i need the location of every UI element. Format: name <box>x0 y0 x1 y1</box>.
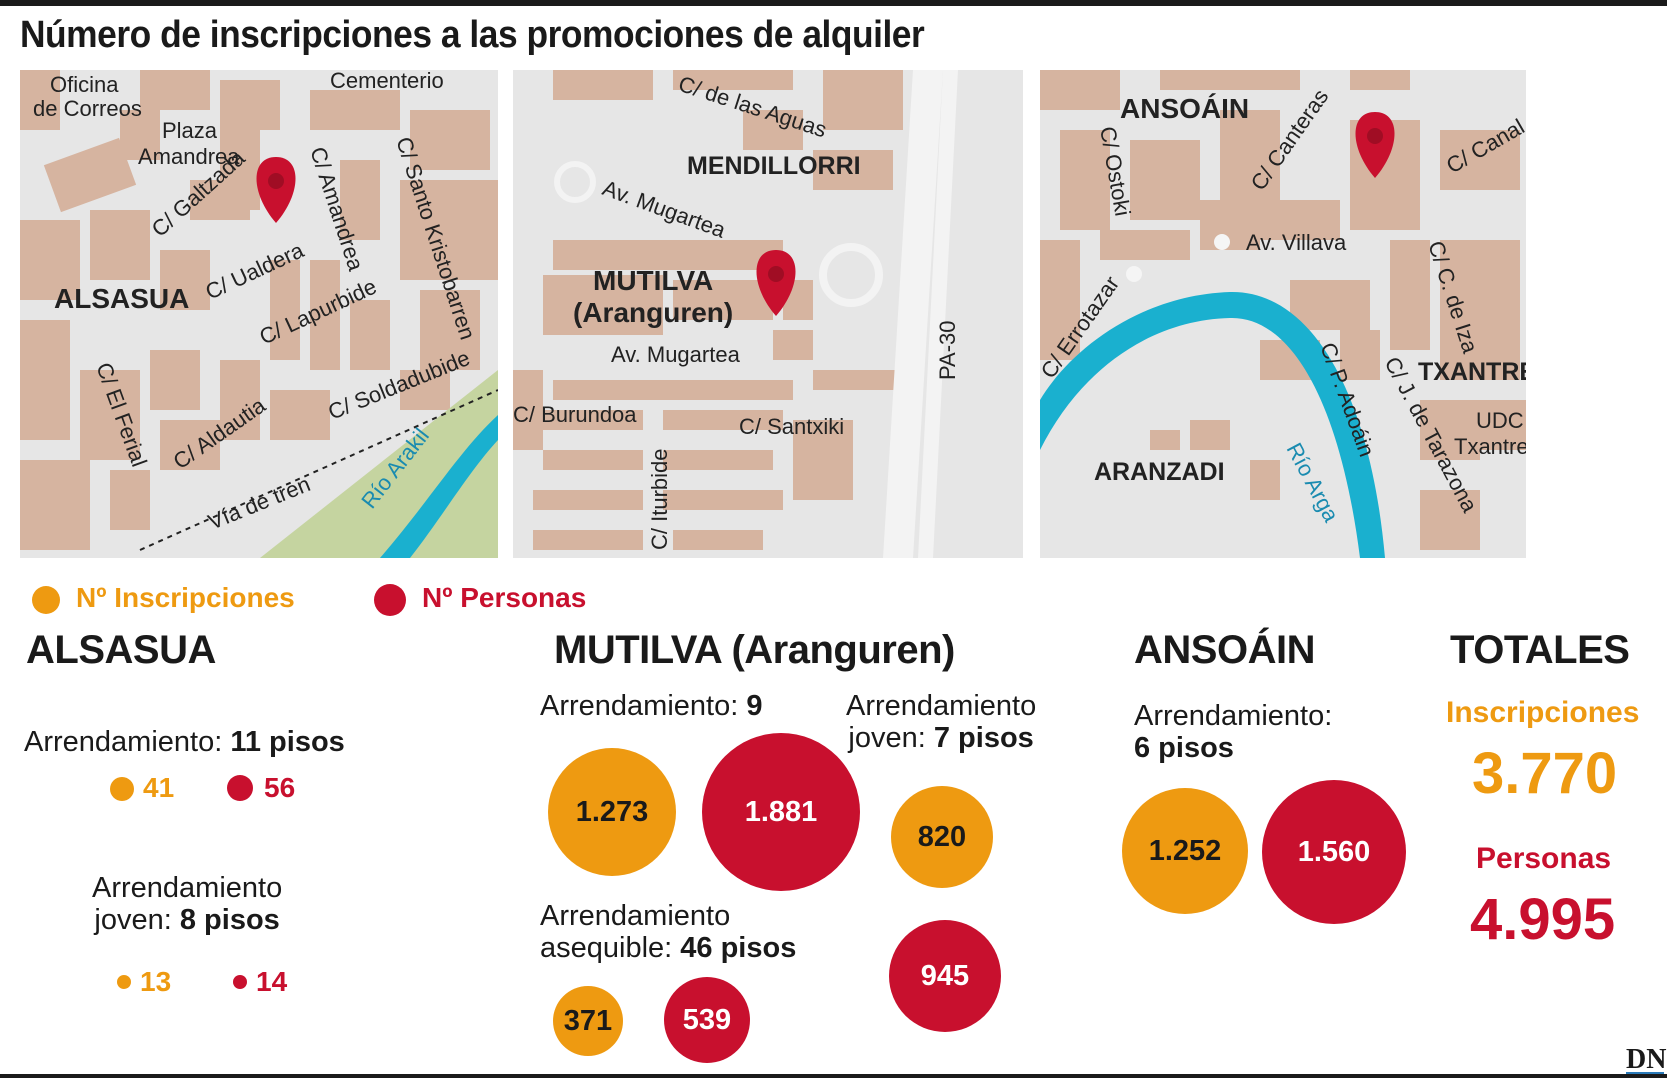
label-plaza: Plaza <box>162 118 218 143</box>
mutilva-asequible-label: Arrendamiento asequible: 46 pisos <box>540 900 797 964</box>
alsasua-title: ALSASUA <box>26 628 216 672</box>
legend-inscripciones: Nº Inscripciones <box>76 582 295 613</box>
totales-insc-label: Inscripciones <box>1446 696 1640 729</box>
label-town-alsasua: ALSASUA <box>54 283 189 314</box>
label-town-mutilva: MUTILVA <box>593 265 713 296</box>
alsasua-arr-insc-dot <box>110 777 134 801</box>
label-mugartea2: Av. Mugartea <box>611 342 741 367</box>
dn-logo: DN <box>1626 1044 1667 1075</box>
label-town-ansoain: ANSOÁIN <box>1120 93 1249 124</box>
top-rule <box>0 0 1667 6</box>
totales-pers-value: 4.995 <box>1470 887 1616 952</box>
label-udc: UDC <box>1476 408 1524 433</box>
label-pa30: PA-30 <box>935 320 960 380</box>
alsasua-joven-insc-dot <box>117 975 131 989</box>
label-burundoa: C/ Burundoa <box>513 402 637 427</box>
label-aranzadi: ARANZADI <box>1094 458 1225 486</box>
alsasua-arr-pers-dot <box>227 775 253 801</box>
mutilva-arr-label: Arrendamiento: 9 <box>540 690 763 722</box>
mutilva-title: MUTILVA (Aranguren) <box>554 628 955 672</box>
mutilva-asequible-insc-bubble: 371 <box>553 986 623 1056</box>
mutilva-joven-insc-bubble: 820 <box>891 786 993 888</box>
label-santxiki: C/ Santxiki <box>739 414 844 439</box>
totales-insc-value: 3.770 <box>1472 741 1618 806</box>
bottom-rule <box>0 1074 1667 1078</box>
location-pin-icon <box>1355 112 1395 178</box>
ansoain-arr-label: Arrendamiento: 6 pisos <box>1134 700 1333 764</box>
label-txantrea: TXANTREA <box>1418 358 1526 386</box>
label-correos: de Correos <box>33 96 142 121</box>
alsasua-joven-pers: 14 <box>256 966 288 997</box>
location-pin-icon <box>756 250 796 316</box>
map-alsasua: Oficina de Correos Cementerio Plaza Aman… <box>20 70 498 558</box>
alsasua-arr-insc: 41 <box>143 772 175 803</box>
dn-logo-underline <box>1626 1072 1664 1075</box>
label-udc-txantrea: Txantrea <box>1454 434 1526 459</box>
ansoain-arr-pers-bubble: 1.560 <box>1262 780 1406 924</box>
page-title: Número de inscripciones a las promocione… <box>20 14 925 56</box>
legend-personas-dot <box>374 584 406 616</box>
label-amandrea: Amandrea <box>138 144 240 169</box>
mutilva-joven-pers-bubble: 945 <box>889 920 1001 1032</box>
map-mutilva: C/ de las Aguas MENDILLORRI Av. Mugartea… <box>513 70 1023 558</box>
label-villava: Av. Villava <box>1246 230 1347 255</box>
ansoain-arr-insc-bubble: 1.252 <box>1122 788 1248 914</box>
location-pin-icon <box>256 157 296 223</box>
label-mendillorri: MENDILLORRI <box>687 152 861 180</box>
label-iturbide: C/ Iturbide <box>647 449 672 551</box>
legend-personas: Nº Personas <box>422 582 587 613</box>
map-ansoain: ANSOÁIN C/ Ostoki C/ Canteras C/ Canal A… <box>1040 70 1526 558</box>
label-aranguren: (Aranguren) <box>573 297 733 328</box>
mutilva-arr-pers-bubble: 1.881 <box>702 733 860 891</box>
alsasua-arr-label: Arrendamiento: 11 pisos <box>24 726 345 758</box>
legend-inscripciones-dot <box>32 586 60 614</box>
alsasua-joven-label: Arrendamiento joven: 8 pisos <box>92 872 283 936</box>
alsasua-joven-pers-dot <box>233 975 247 989</box>
mutilva-asequible-pers-bubble: 539 <box>664 977 750 1063</box>
label-cementerio: Cementerio <box>330 70 444 93</box>
totales-pers-label: Personas <box>1476 842 1612 875</box>
mutilva-arr-insc-bubble: 1.273 <box>548 748 676 876</box>
label-oficina: Oficina <box>50 72 119 97</box>
ansoain-title: ANSOÁIN <box>1134 628 1315 672</box>
mutilva-joven-label: Arrendamiento joven: 7 pisos <box>846 690 1037 754</box>
alsasua-arr-pers: 56 <box>264 772 296 803</box>
totales-title: TOTALES <box>1450 628 1630 672</box>
alsasua-joven-insc: 13 <box>140 966 172 997</box>
